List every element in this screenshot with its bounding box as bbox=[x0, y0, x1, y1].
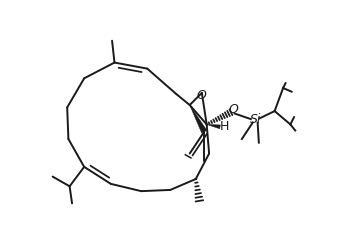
Text: H: H bbox=[220, 120, 230, 133]
Polygon shape bbox=[207, 124, 220, 129]
Text: O: O bbox=[197, 89, 207, 102]
Polygon shape bbox=[190, 105, 207, 133]
Text: Si: Si bbox=[249, 113, 261, 126]
Text: O: O bbox=[229, 103, 238, 116]
